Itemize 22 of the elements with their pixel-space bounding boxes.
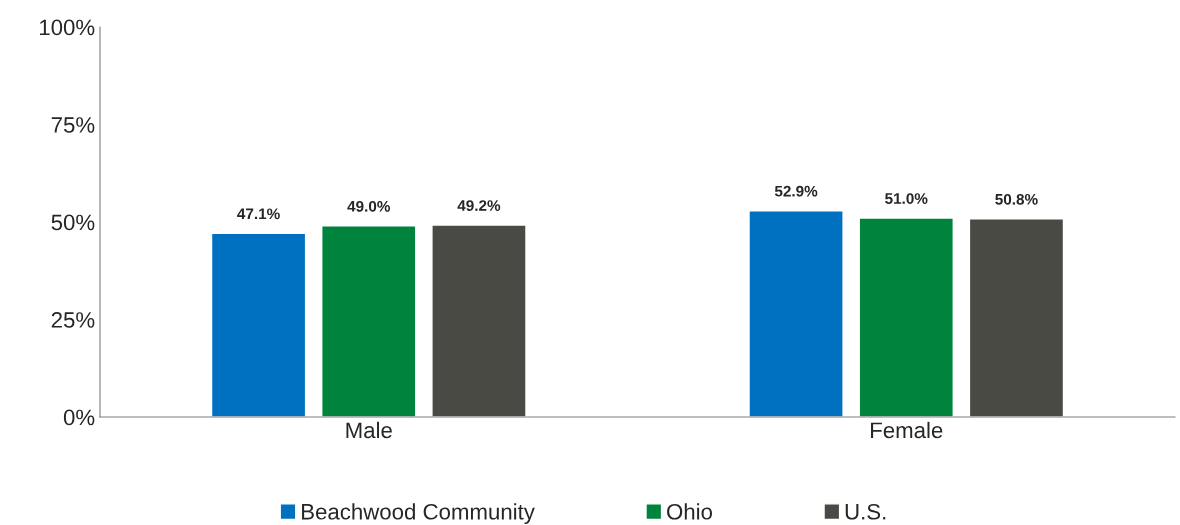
y-tick-label: 25% <box>51 312 95 328</box>
bar <box>748 209 844 417</box>
y-tick-label: 75% <box>51 117 95 133</box>
x-tick-label: Male <box>346 421 392 439</box>
bar <box>321 225 417 417</box>
y-tick-label: 0% <box>63 409 95 426</box>
y-tick-label: 50% <box>51 214 95 231</box>
text: 47.1% <box>237 208 280 220</box>
bar <box>431 224 527 417</box>
legend-label: Ohio <box>667 503 713 520</box>
legend-label: Beachwood Community <box>302 503 535 525</box>
bar <box>968 218 1065 417</box>
text: 49.0% <box>347 200 391 212</box>
text: 50.8% <box>995 193 1038 205</box>
x-tick-label: Female <box>871 421 943 439</box>
text: 49.2% <box>457 200 501 211</box>
y-tick-label: 100% <box>40 19 95 36</box>
text: 51.0% <box>885 193 928 204</box>
bar <box>858 217 954 417</box>
text: 52.9% <box>774 185 818 197</box>
bar <box>210 232 307 417</box>
legend-label: U.S. <box>845 503 886 520</box>
